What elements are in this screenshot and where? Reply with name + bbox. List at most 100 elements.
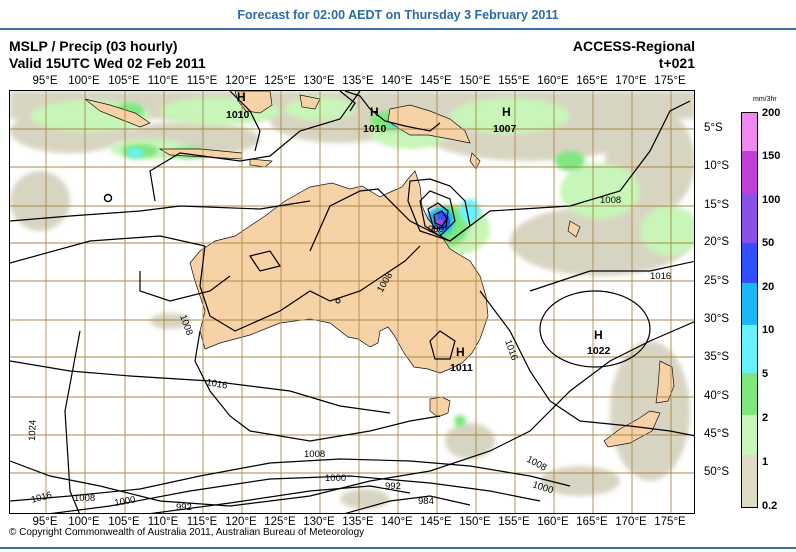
legend-swatch [742,113,757,151]
isobar-label: 1016 [205,377,228,392]
high-value: 1022 [587,345,611,357]
bottom-rule [0,547,796,549]
lat-label: 25°S [704,275,730,287]
lon-label: 110°E [147,75,179,87]
high-symbol: H [370,105,379,119]
lon-label: 135°E [342,75,374,87]
lon-label: 150°E [459,516,491,528]
isobar-label: 992 [176,502,192,513]
isobar-label: 984 [418,496,434,507]
lon-label: 175°E [654,516,686,528]
high-value: 1010 [226,109,250,121]
lon-label: 120°E [225,516,257,528]
legend-label: 5 [762,368,769,380]
isobar-label: 1016 [502,338,520,362]
isobars [10,91,694,513]
weather-map: 1008 1016 1008 1008 1016 1016 1024 1008 … [9,90,695,514]
high-value: 1007 [493,123,517,135]
model-name: ACCESS-Regional [572,38,695,54]
legend-swatch [742,455,757,507]
forecast-heading: Forecast for 02:00 AEDT on Thursday 3 Fe… [237,8,559,22]
lon-label: 95°E [32,516,58,528]
lon-label: 100°E [68,75,100,87]
lon-label: 160°E [537,75,569,87]
lon-label: 95°E [32,75,58,87]
lon-label: 105°E [108,516,140,528]
lon-label: 140°E [381,75,413,87]
isobar-label: 980 [428,224,444,235]
lat-label: 30°S [704,313,730,325]
isobar-label: 992 [385,481,401,492]
legend-unit: mm/3hr [753,96,777,103]
isobar-label: 1008 [525,454,549,474]
lon-label: 110°E [147,516,179,528]
isobar-label: 1024 [27,420,39,442]
lon-label: 160°E [537,516,569,528]
lon-label: 105°E [108,75,140,87]
pressure-centres: H 1010 H 1010 H 1007 H 1011 H 1022 [226,91,611,374]
valid-time: Valid 15UTC Wed 02 Feb 2011 [9,55,206,71]
legend-label: 1 [762,456,769,468]
lon-label: 125°E [264,75,296,87]
lat-label: 35°S [704,351,730,363]
isobar-label: 1008 [304,449,325,460]
isobar-label: 1000 [325,473,346,484]
lon-label: 125°E [264,516,296,528]
lon-label: 145°E [420,516,452,528]
product-title: MSLP / Precip (03 hourly) [9,38,178,54]
legend-swatch [742,151,757,193]
lon-label: 120°E [225,75,257,87]
legend-swatch [742,283,757,325]
isobar-label: 1016 [650,271,671,282]
high-symbol: H [594,328,603,342]
legend-label: 150 [762,150,781,162]
copyright-notice: © Copyright Commonwealth of Australia 20… [9,527,365,538]
lon-label: 165°E [576,516,608,528]
isobar-label: 1016 [30,490,53,506]
lon-label: 155°E [498,75,530,87]
lon-label: 130°E [303,516,335,528]
legend-label: 200 [762,107,781,119]
lat-label: 20°S [704,236,730,248]
lon-label: 100°E [68,516,100,528]
high-value: 1010 [363,123,387,135]
land-layer [84,91,675,448]
legend-label: 10 [762,324,775,336]
high-symbol: H [237,91,246,104]
legend-swatch [742,325,757,373]
legend-label: 100 [762,194,781,206]
graticule [10,91,694,513]
legend-swatch [742,193,757,243]
high-symbol: H [456,345,465,359]
precip-legend [741,112,758,508]
lat-label: 45°S [704,428,730,440]
lat-label: 5°S [704,122,723,134]
isobar-label: 1000 [114,494,137,509]
lon-label: 145°E [420,75,452,87]
lon-label: 150°E [459,75,491,87]
lon-label: 155°E [498,516,530,528]
lon-label: 170°E [615,75,647,87]
legend-label: 2 [762,412,769,424]
lat-label: 10°S [704,160,730,172]
lat-label: 40°S [704,390,730,402]
lat-label: 15°S [704,199,730,211]
lon-label: 165°E [576,75,608,87]
lon-label: 135°E [342,516,374,528]
isobar-label: 1008 [74,493,95,504]
legend-swatch [742,373,757,415]
legend-label: 0.2 [762,500,778,512]
lon-label: 115°E [186,75,218,87]
legend-label: 50 [762,237,775,249]
lon-label: 140°E [381,516,413,528]
lon-label: 170°E [615,516,647,528]
legend-swatch [742,243,757,283]
lat-label: 50°S [704,466,730,478]
isobar-label: 1008 [600,195,621,206]
lon-label: 130°E [303,75,335,87]
legend-label: 20 [762,281,775,293]
high-symbol: H [502,105,511,119]
high-value: 1011 [450,362,473,374]
legend-swatch [742,415,757,455]
lon-label: 115°E [186,516,218,528]
